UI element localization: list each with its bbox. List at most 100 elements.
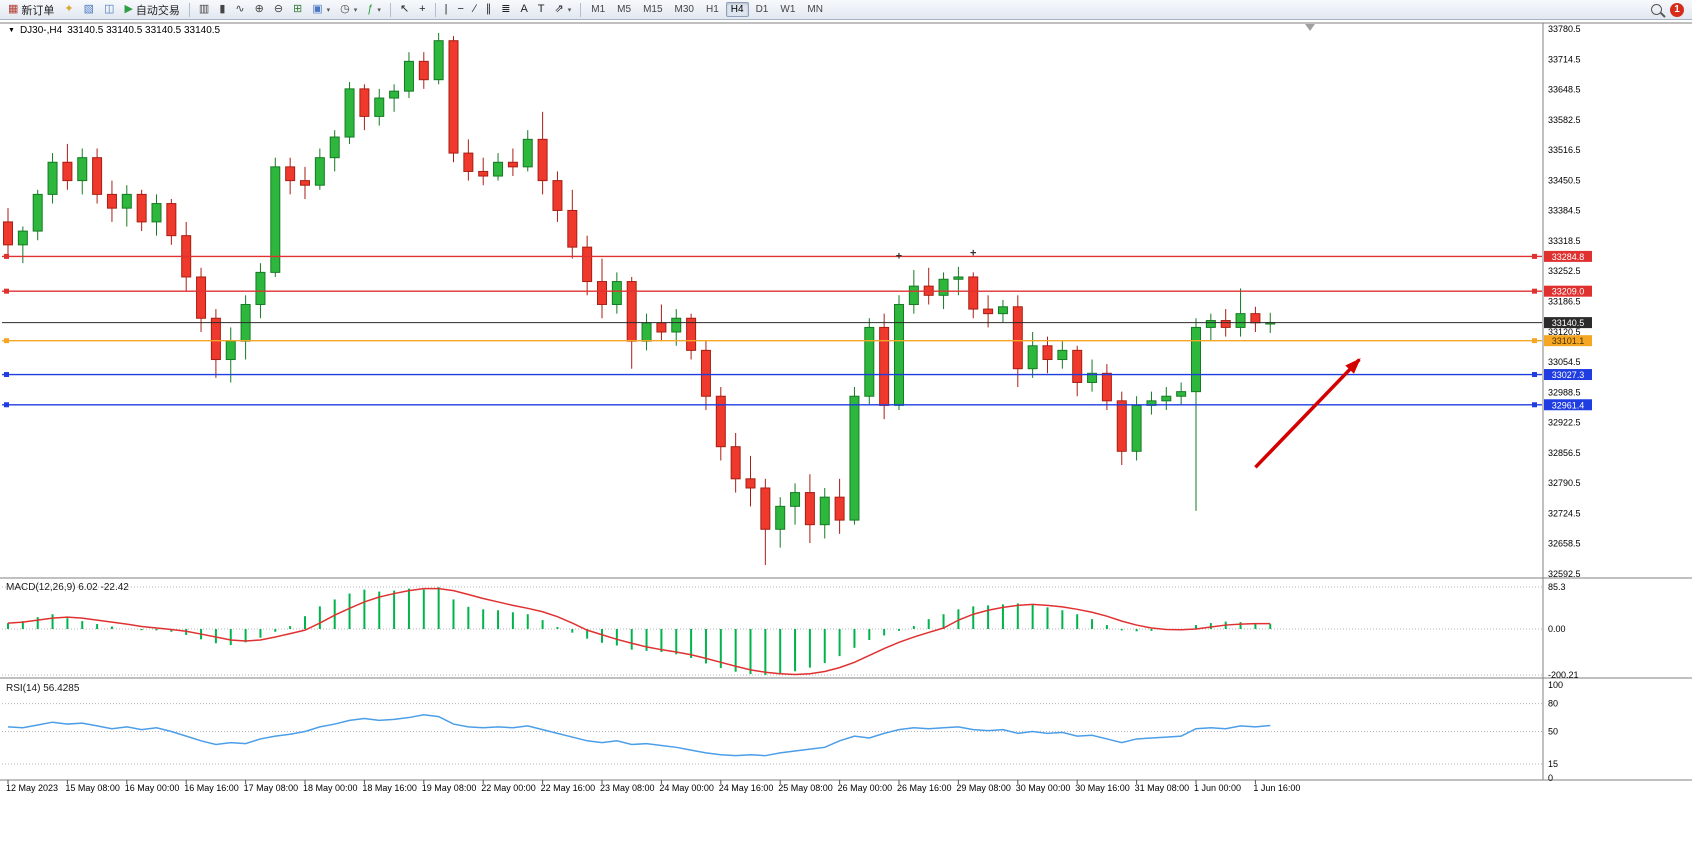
search-icon[interactable]: [1651, 4, 1662, 15]
candle-body: [953, 276, 964, 280]
arrows-tool-dropdown-icon: ▾: [567, 6, 572, 14]
line-handle[interactable]: [4, 338, 9, 344]
trendline-tool-button[interactable]: ∕: [470, 2, 480, 18]
date-axis-label: 22 May 16:00: [541, 783, 596, 793]
channel-tool-button[interactable]: ∥: [482, 2, 496, 18]
date-axis-label: 12 May 2023: [6, 783, 58, 793]
candle-body: [1027, 345, 1038, 370]
trend-arrow[interactable]: [1254, 358, 1361, 469]
timeframe-m15-button[interactable]: M15: [638, 2, 667, 17]
line-handle[interactable]: [1532, 338, 1537, 344]
notification-badge[interactable]: 1: [1670, 2, 1684, 17]
candle-body: [760, 487, 771, 530]
bar-chart-mode-button[interactable]: ▥: [195, 2, 213, 18]
chart-window: 33284.8 33209.0 33140.5 33101.1 33027.3 32961…: [0, 20, 1692, 862]
price-axis-label: 33780.5: [1548, 24, 1581, 34]
candle-body: [106, 193, 117, 209]
arrows-tool-button[interactable]: ⇗ ▾: [551, 2, 576, 18]
price-tag: [1544, 250, 1592, 262]
cursor-tool-button[interactable]: ↖: [396, 2, 413, 18]
timeframe-h4-button[interactable]: H4: [725, 2, 749, 17]
date-axis-label: 26 May 16:00: [897, 783, 952, 793]
timeframe-d1-button[interactable]: D1: [751, 2, 774, 17]
new-order-button[interactable]: ▦ 新订单: [4, 2, 58, 18]
tile-windows-button[interactable]: ⊞: [289, 2, 306, 18]
tile-windows-icon: ⊞: [293, 3, 303, 15]
line-handle[interactable]: [4, 402, 9, 408]
toolbar-separator: [188, 2, 190, 17]
fibonacci-tool-button[interactable]: ≣: [497, 2, 514, 18]
label-tool-icon: T: [537, 3, 545, 15]
line-handle[interactable]: [4, 288, 9, 294]
line-chart-mode-button[interactable]: ∿: [231, 2, 248, 18]
date-axis-label: 23 May 08:00: [600, 783, 655, 793]
timeframe-m1-button[interactable]: M1: [586, 2, 610, 17]
price-axis-label: 33714.5: [1548, 54, 1581, 64]
candle-body: [908, 285, 919, 305]
candle-body: [478, 170, 489, 177]
candle-body: [374, 97, 385, 117]
plus-marker[interactable]: +: [970, 247, 976, 259]
line-handle[interactable]: [4, 372, 9, 378]
timeframe-m5-button[interactable]: M5: [612, 2, 636, 17]
date-axis-label: 17 May 08:00: [244, 783, 299, 793]
new-order-label: 新订单: [21, 4, 55, 17]
timeframe-h1-button[interactable]: H1: [701, 2, 724, 17]
periods-menu-button[interactable]: ◷ ▾: [336, 2, 361, 18]
line-handle[interactable]: [1532, 372, 1537, 378]
candle-body: [968, 276, 979, 310]
price-axis-label: 33120.5: [1548, 327, 1581, 337]
label-tool-button[interactable]: T: [534, 2, 549, 18]
candle-body: [225, 340, 236, 361]
ohlc-values: 33140.5 33140.5 33140.5 33140.5: [67, 25, 221, 36]
timeframe-w1-button[interactable]: W1: [775, 2, 800, 17]
candle-body: [329, 136, 340, 159]
macd-signal-line: [7, 587, 1271, 676]
chart-wizard-icon: ✦: [64, 3, 74, 15]
indicators-menu-dropdown-icon: ▾: [377, 6, 381, 14]
candlestick-mode-button[interactable]: ▮: [215, 2, 229, 18]
timeframe-mn-button[interactable]: MN: [802, 2, 828, 17]
zoom-out-button[interactable]: ⊖: [270, 2, 287, 18]
profiles-button[interactable]: ▧: [80, 2, 98, 18]
symbol-period-label: DJ30-,H4: [19, 25, 63, 36]
candle-body: [285, 166, 296, 182]
indicators-menu-icon: ƒ: [367, 3, 374, 15]
data-window-button[interactable]: ◫: [100, 2, 118, 18]
auto-trading-button[interactable]: ▶ 自动交易: [120, 2, 183, 18]
data-window-icon: ◫: [104, 3, 115, 15]
symbol-dropdown-icon[interactable]: ▼: [8, 27, 15, 34]
line-handle[interactable]: [1532, 402, 1537, 408]
line-handle[interactable]: [1532, 253, 1537, 259]
price-axis-label: 32922.5: [1548, 418, 1581, 428]
date-axis-label: 1 Jun 16:00: [1253, 783, 1300, 793]
plus-marker[interactable]: +: [896, 251, 902, 263]
line-handle[interactable]: [1532, 288, 1537, 294]
timeframe-m30-button[interactable]: M30: [670, 2, 699, 17]
candle-body: [1250, 313, 1261, 324]
chart-wizard-button[interactable]: ✦: [60, 2, 77, 18]
date-axis-label: 16 May 00:00: [125, 783, 180, 793]
chart-canvas[interactable]: 33284.8 33209.0 33140.5 33101.1 33027.3 32961…: [0, 20, 1692, 862]
candle-body: [983, 308, 994, 315]
candle-body: [403, 60, 414, 92]
line-handle[interactable]: [4, 253, 9, 259]
chart-shift-marker[interactable]: [1305, 24, 1315, 31]
date-axis-label: 26 May 00:00: [838, 783, 893, 793]
arrows-tool-icon: ⇗: [554, 3, 564, 15]
vertical-line-tool-button[interactable]: |: [441, 2, 452, 18]
price-tag: [1544, 369, 1592, 381]
horizontal-line-tool-button[interactable]: −: [453, 2, 467, 18]
new-chart-button[interactable]: ▣ ▾: [308, 2, 334, 18]
zoom-in-button[interactable]: ⊕: [251, 2, 268, 18]
price-axis-label: 33252.5: [1548, 266, 1581, 276]
zoom-out-icon: ⊖: [273, 3, 284, 15]
horizontal-line-tool-icon: −: [457, 3, 464, 15]
crosshair-tool-icon: +: [419, 3, 426, 15]
date-axis-label: 18 May 00:00: [303, 783, 358, 793]
indicators-menu-button[interactable]: ƒ ▾: [363, 2, 385, 18]
crosshair-tool-button[interactable]: +: [415, 2, 429, 18]
candle-body: [894, 303, 904, 406]
candle-body: [77, 157, 88, 182]
text-tool-button[interactable]: A: [516, 2, 531, 18]
